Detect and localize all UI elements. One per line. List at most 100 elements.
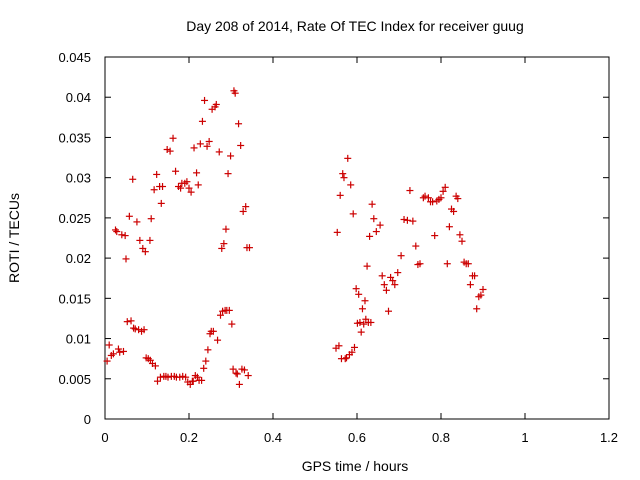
x-tick-label: 1.2 — [600, 430, 618, 445]
data-point — [118, 231, 126, 239]
data-point — [429, 198, 437, 206]
data-point — [200, 364, 208, 372]
data-point — [424, 194, 432, 202]
data-point — [151, 362, 159, 370]
data-point — [112, 226, 119, 234]
data-point — [344, 154, 352, 162]
data-point — [341, 355, 349, 363]
y-tick-label: 0.035 — [58, 130, 91, 145]
data-point — [166, 147, 174, 155]
data-point — [349, 210, 357, 218]
data-point — [105, 341, 113, 349]
data-point — [437, 194, 445, 202]
data-point — [421, 192, 429, 200]
x-tick-label: 0.2 — [180, 430, 198, 445]
data-point — [147, 215, 155, 223]
data-point — [348, 348, 356, 356]
data-point — [129, 175, 137, 183]
data-point — [456, 231, 464, 239]
data-point — [445, 223, 453, 231]
data-point — [201, 96, 209, 104]
data-point — [209, 327, 217, 335]
x-axis: 0 0.2 0.4 0.6 0.8 1 1.2 — [101, 57, 618, 445]
data-point — [240, 366, 248, 374]
data-point — [218, 244, 226, 252]
data-point — [127, 317, 135, 325]
data-point — [378, 272, 386, 280]
data-point — [376, 221, 384, 229]
data-point — [212, 100, 220, 108]
data-point — [355, 290, 363, 298]
data-point — [242, 203, 250, 211]
data-point — [471, 272, 479, 280]
x-tick-label: 0.8 — [432, 430, 450, 445]
data-point — [190, 144, 198, 152]
data-point — [198, 117, 206, 125]
data-point — [244, 372, 252, 380]
data-point — [150, 186, 158, 194]
x-tick-label: 0.4 — [264, 430, 282, 445]
data-point — [343, 354, 350, 362]
data-point — [233, 370, 241, 378]
data-point — [235, 120, 243, 128]
data-point — [232, 369, 240, 377]
data-point — [131, 325, 139, 333]
data-point — [204, 346, 212, 354]
y-tick-label: 0.02 — [66, 251, 91, 266]
data-point — [187, 188, 195, 196]
y-axis: 0 0.005 0.01 0.015 0.02 0.025 0.03 0.035 0.04 0.0… — [58, 50, 609, 427]
data-point — [215, 148, 223, 156]
x-tick-label: 0.6 — [348, 430, 366, 445]
data-point — [136, 236, 144, 244]
data-point — [125, 212, 133, 220]
y-axis-label: ROTI / TECUs — [6, 193, 22, 283]
data-point — [198, 376, 206, 384]
data-point — [363, 262, 371, 270]
data-point — [370, 215, 378, 223]
data-point — [340, 174, 348, 182]
data-point — [140, 326, 148, 334]
data-point — [203, 142, 211, 150]
data-point — [114, 345, 122, 353]
data-point — [335, 342, 343, 350]
y-tick-label: 0.015 — [58, 291, 91, 306]
data-point — [121, 232, 129, 240]
data-point — [214, 336, 222, 344]
data-point — [153, 170, 161, 178]
data-point — [358, 305, 366, 313]
data-point — [177, 184, 185, 192]
data-point — [164, 373, 172, 381]
data-point — [176, 373, 184, 381]
data-point — [368, 200, 376, 208]
data-point — [130, 324, 138, 332]
data-point — [157, 199, 165, 207]
data-point — [239, 207, 247, 215]
data-point — [400, 215, 408, 223]
data-points — [103, 87, 487, 388]
data-point — [360, 320, 368, 328]
data-point — [352, 285, 360, 293]
data-point — [217, 311, 224, 319]
data-point — [133, 218, 141, 226]
data-point — [183, 178, 191, 186]
data-point — [439, 187, 447, 195]
data-point — [431, 232, 439, 240]
data-point — [220, 240, 228, 248]
y-tick-label: 0.005 — [58, 372, 91, 387]
data-point — [443, 260, 451, 268]
data-point — [450, 207, 458, 215]
data-point — [391, 281, 399, 289]
data-point — [350, 343, 358, 351]
data-point — [224, 170, 232, 178]
data-point — [366, 232, 374, 240]
data-point — [412, 242, 420, 250]
data-point — [385, 307, 392, 315]
data-point — [339, 170, 347, 178]
data-point — [116, 348, 124, 356]
data-point — [146, 236, 154, 244]
data-point — [382, 286, 390, 294]
data-point — [380, 281, 388, 289]
data-point — [193, 169, 201, 177]
